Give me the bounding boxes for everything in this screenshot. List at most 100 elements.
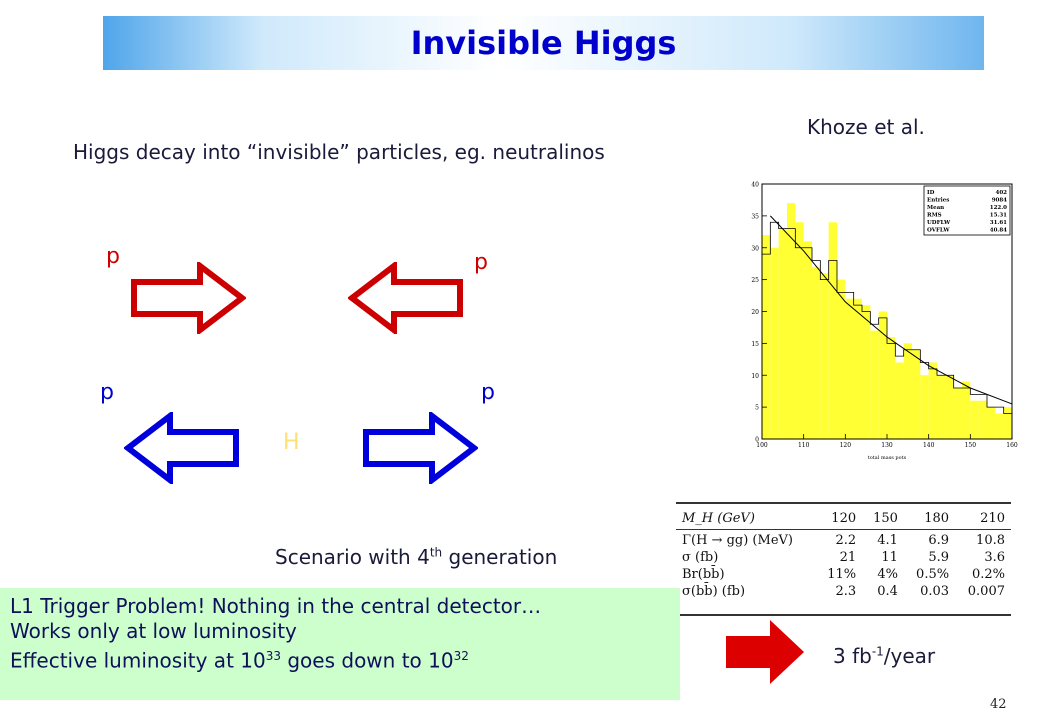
title-bar: Invisible Higgs — [103, 16, 984, 70]
stats-key: ID — [927, 190, 935, 196]
blue-arrow-right-icon — [363, 412, 478, 484]
stats-value: 122.0 — [990, 205, 1007, 211]
table-row: Γ(H → gg) (MeV) 2.2 4.1 6.9 10.8 — [676, 532, 1011, 549]
scenario-text-rest: generation — [442, 545, 558, 569]
stats-key: OVFLW — [927, 228, 950, 234]
red-arrow-left-icon — [348, 262, 463, 334]
table-cell: Br(bb̄) — [682, 567, 725, 582]
histogram-bar — [937, 375, 946, 439]
x-tick-label: 100 — [756, 442, 768, 449]
stats-box — [923, 185, 1011, 236]
info-line-base: Effective luminosity at 10 — [10, 648, 266, 673]
table-header-cell: M_H (GeV) — [682, 511, 755, 526]
table-cell: 21 — [839, 550, 857, 565]
stats-key: Entries — [927, 198, 949, 204]
stats-key: Mean — [927, 205, 944, 211]
y-tick-label: 10 — [751, 373, 759, 380]
histogram-bar — [787, 203, 796, 439]
histogram-bar — [895, 362, 904, 439]
table-row: σ(bb̄) (fb) 2.3 0.4 0.03 0.007 — [676, 583, 1011, 600]
table-cell: 11 — [881, 550, 898, 565]
x-axis-label: total mass pots — [868, 455, 907, 461]
histogram-bar — [795, 222, 804, 439]
fit-curve — [769, 215, 1013, 405]
table-header-cell: 120 — [831, 511, 857, 526]
histogram-bar — [820, 273, 829, 439]
histogram-bar — [920, 375, 929, 439]
proton-label-top-left: p — [106, 244, 120, 269]
histogram-bar — [970, 400, 979, 439]
histogram-bar — [962, 381, 971, 439]
scenario-text: Scenario with 4th generation — [275, 545, 557, 569]
mass-histogram: 0 5 10 15 20 25 30 35 40 100 110 120 130 140 150 160 tot… — [751, 182, 1018, 462]
rate-suffix: /year — [883, 644, 936, 668]
stats-value: 9084 — [992, 198, 1007, 204]
histogram-bar — [862, 305, 871, 439]
stats-value: 402 — [996, 190, 1008, 196]
histogram-bar — [953, 388, 962, 439]
table-cell: 0.4 — [877, 584, 898, 599]
histogram-bar — [978, 400, 987, 439]
y-tick-label: 20 — [751, 309, 759, 316]
table-cell: 6.9 — [928, 533, 950, 548]
histogram-bar — [837, 279, 846, 439]
histogram-bar — [887, 337, 896, 439]
histogram-bar — [995, 413, 1004, 439]
table-header-cell: 210 — [980, 511, 1005, 526]
info-line-mid: goes down to 10 — [281, 648, 454, 673]
table-cell: σ(bb̄) (fb) — [682, 584, 746, 599]
histogram-bar — [803, 241, 812, 439]
proton-label-top-right: p — [474, 250, 488, 275]
table-row: σ (fb) 21 11 5.9 3.6 — [676, 549, 1011, 566]
histogram-bar — [762, 235, 771, 439]
scenario-sup: th — [429, 545, 443, 560]
red-arrow-right-icon — [131, 262, 246, 334]
x-tick-label: 130 — [881, 442, 893, 449]
table-header-cell: 150 — [873, 511, 898, 526]
stats-value: 31.61 — [990, 220, 1007, 226]
histogram-bar — [945, 375, 954, 439]
slide-title: Invisible Higgs — [410, 24, 677, 62]
y-tick-label: 40 — [751, 182, 759, 189]
histogram-bar — [987, 407, 996, 439]
solid-red-arrow-icon — [726, 620, 804, 684]
histogram-bar — [928, 362, 937, 439]
rate-exp: -1 — [871, 644, 884, 659]
rate-prefix: 3 fb — [833, 644, 872, 668]
x-tick-label: 120 — [840, 442, 852, 449]
y-tick-label: 5 — [755, 405, 759, 412]
page-number: 42 — [990, 697, 1007, 712]
y-tick-label: 30 — [751, 245, 759, 252]
trigger-info-box: L1 Trigger Problem! Nothing in the centr… — [0, 588, 680, 700]
higgs-table: M_H (GeV) 120 150 180 210 Γ(H → gg) (MeV… — [676, 502, 1011, 616]
subtitle-text: Higgs decay into “invisible” particles, … — [73, 140, 605, 164]
scenario-text-main: Scenario with 4 — [275, 545, 430, 569]
y-tick-label: 0 — [755, 437, 759, 444]
table-cell: 4.1 — [877, 533, 898, 548]
x-tick-label: 110 — [798, 442, 810, 449]
stats-key: UDFLW — [927, 220, 951, 226]
stats-value: 15.31 — [990, 213, 1007, 219]
table-cell: 11% — [827, 567, 857, 582]
histogram-bar — [778, 228, 787, 439]
info-exp1: 33 — [265, 649, 281, 663]
x-tick-label: 160 — [1006, 442, 1018, 449]
table-header-cell: 180 — [924, 511, 950, 526]
y-tick-label: 15 — [751, 341, 759, 348]
histogram-bar — [828, 222, 837, 439]
table-cell: σ (fb) — [682, 550, 719, 565]
table-cell: 0.2% — [971, 567, 1005, 582]
info-exp2: 32 — [453, 649, 469, 663]
blue-arrow-left-icon — [124, 412, 239, 484]
info-line-luminosity: Effective luminosity at 1033 goes down t… — [10, 644, 670, 674]
info-line: Works only at low luminosity — [10, 619, 297, 643]
table-header-row: M_H (GeV) 120 150 180 210 — [676, 510, 1011, 527]
table-cell: 5.9 — [928, 550, 950, 565]
table-row: Br(bb̄) 11% 4% 0.5% 0.2% — [676, 566, 1011, 583]
histogram-bar — [853, 298, 862, 439]
table-cell: 4% — [877, 567, 898, 582]
histogram-bar — [870, 330, 879, 439]
y-tick-label: 35 — [751, 213, 759, 220]
credit-text: Khoze et al. — [807, 115, 925, 139]
y-tick-label: 25 — [751, 277, 759, 284]
